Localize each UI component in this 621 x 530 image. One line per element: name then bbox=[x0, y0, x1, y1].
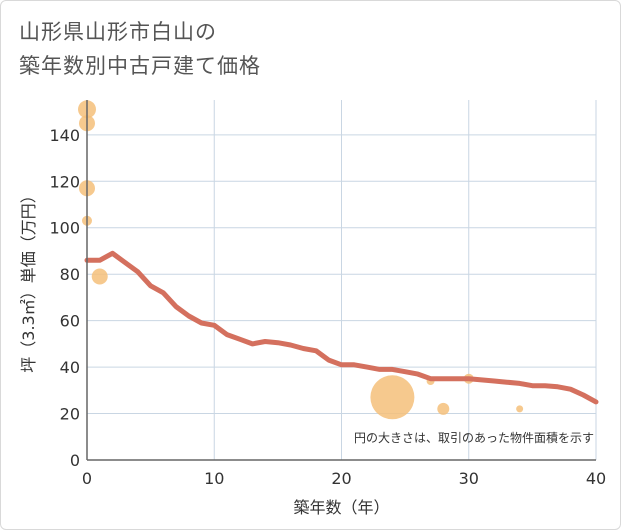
title-line-2: 築年数別中古戸建て価格 bbox=[19, 54, 261, 78]
grid-lines bbox=[87, 100, 597, 460]
x-tick-label: 0 bbox=[82, 469, 92, 488]
bubble-point bbox=[370, 375, 415, 420]
y-axis-label: 坪（3.3㎡）単価（万円） bbox=[19, 187, 38, 372]
x-tick-label: 20 bbox=[331, 469, 351, 488]
x-tick-label: 10 bbox=[204, 469, 224, 488]
y-tick-label: 120 bbox=[49, 172, 80, 191]
title-line-1: 山形県山形市白山の bbox=[19, 20, 217, 44]
y-tick-label: 40 bbox=[60, 358, 80, 377]
bubble-series bbox=[78, 100, 524, 420]
x-tick-label: 30 bbox=[459, 469, 479, 488]
trend-line bbox=[84, 250, 599, 405]
bubble-point bbox=[91, 268, 108, 285]
bubble-point bbox=[437, 402, 450, 415]
x-axis-label: 築年数（年） bbox=[293, 498, 389, 517]
axes bbox=[86, 100, 596, 461]
x-tick-label: 40 bbox=[586, 469, 606, 488]
chart-title: 山形県山形市白山の 築年数別中古戸建て価格 bbox=[19, 15, 261, 83]
y-tick-label: 20 bbox=[60, 405, 80, 424]
bubble-size-note: 円の大きさは、取引のあった物件面積を示す bbox=[354, 430, 594, 445]
bubble-point bbox=[516, 405, 524, 413]
tick-labels: 0 20 40 60 80 100 120 140 0 10 20 30 40 bbox=[49, 126, 606, 488]
trend-series bbox=[84, 250, 599, 405]
y-tick-label: 140 bbox=[49, 126, 80, 145]
y-tick-label: 100 bbox=[49, 219, 80, 238]
y-tick-label: 80 bbox=[60, 265, 80, 284]
y-tick-label: 60 bbox=[60, 312, 80, 331]
y-tick-label: 0 bbox=[70, 451, 80, 470]
